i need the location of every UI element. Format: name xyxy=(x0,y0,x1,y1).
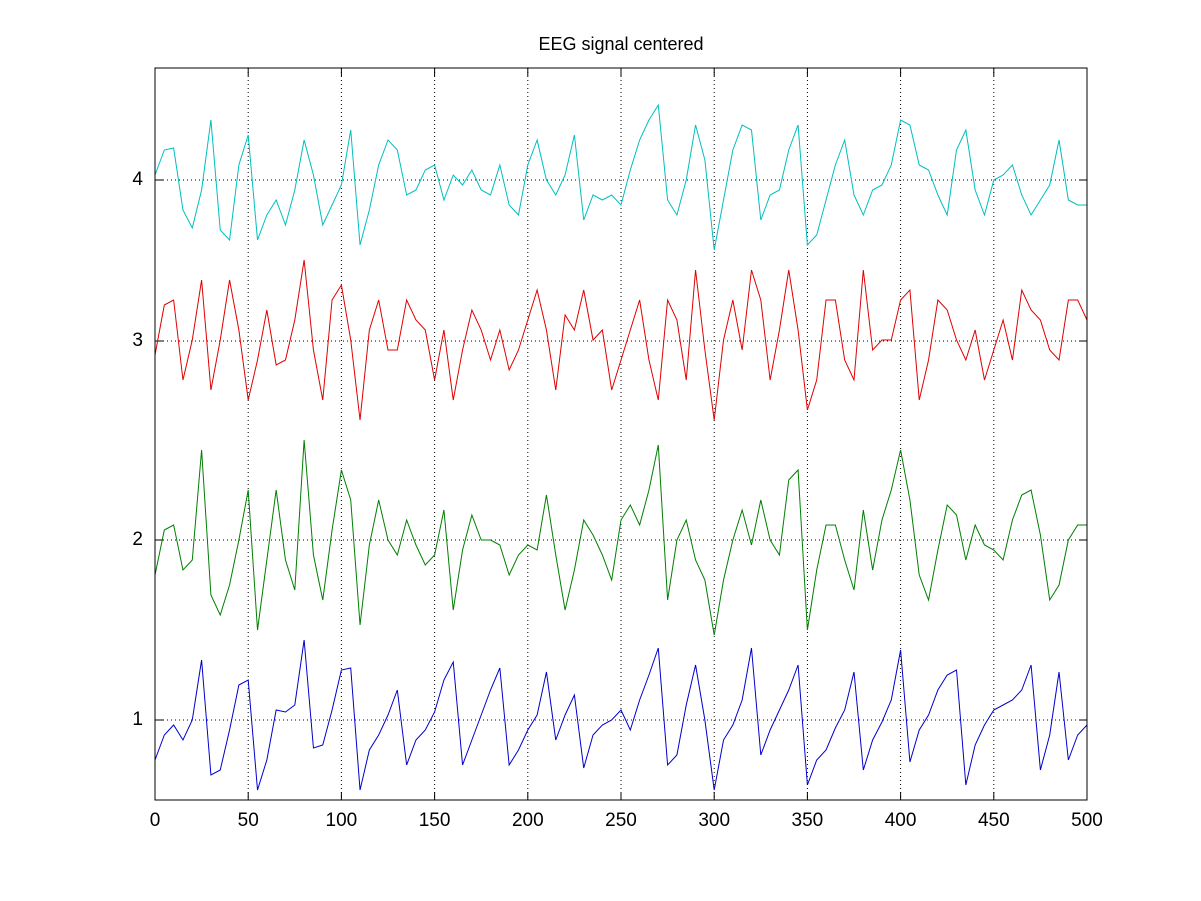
x-tick-label: 450 xyxy=(978,810,1010,831)
y-tick-label: 1 xyxy=(132,709,143,730)
x-tick-label: 200 xyxy=(512,810,544,831)
x-tick-label: 300 xyxy=(698,810,730,831)
y-tick-label: 4 xyxy=(132,169,143,190)
signal-line xyxy=(154,439,1087,636)
x-tick-label: 250 xyxy=(605,810,637,831)
x-tick-label: 500 xyxy=(1071,810,1103,831)
signal-line xyxy=(154,639,1088,791)
x-tick-label: 150 xyxy=(419,810,451,831)
x-tick-label: 0 xyxy=(150,810,161,831)
y-tick-label: 2 xyxy=(132,529,143,550)
y-tick-label: 3 xyxy=(132,330,143,351)
signal-line xyxy=(154,259,1088,421)
x-tick-label: 400 xyxy=(885,810,917,831)
plot-frame xyxy=(154,67,1088,801)
x-tick-label: 50 xyxy=(238,810,259,831)
x-tick-label: 100 xyxy=(326,810,358,831)
chart-title: EEG signal centered xyxy=(538,34,703,54)
x-tick-label: 350 xyxy=(792,810,824,831)
signal-line xyxy=(154,103,1087,251)
